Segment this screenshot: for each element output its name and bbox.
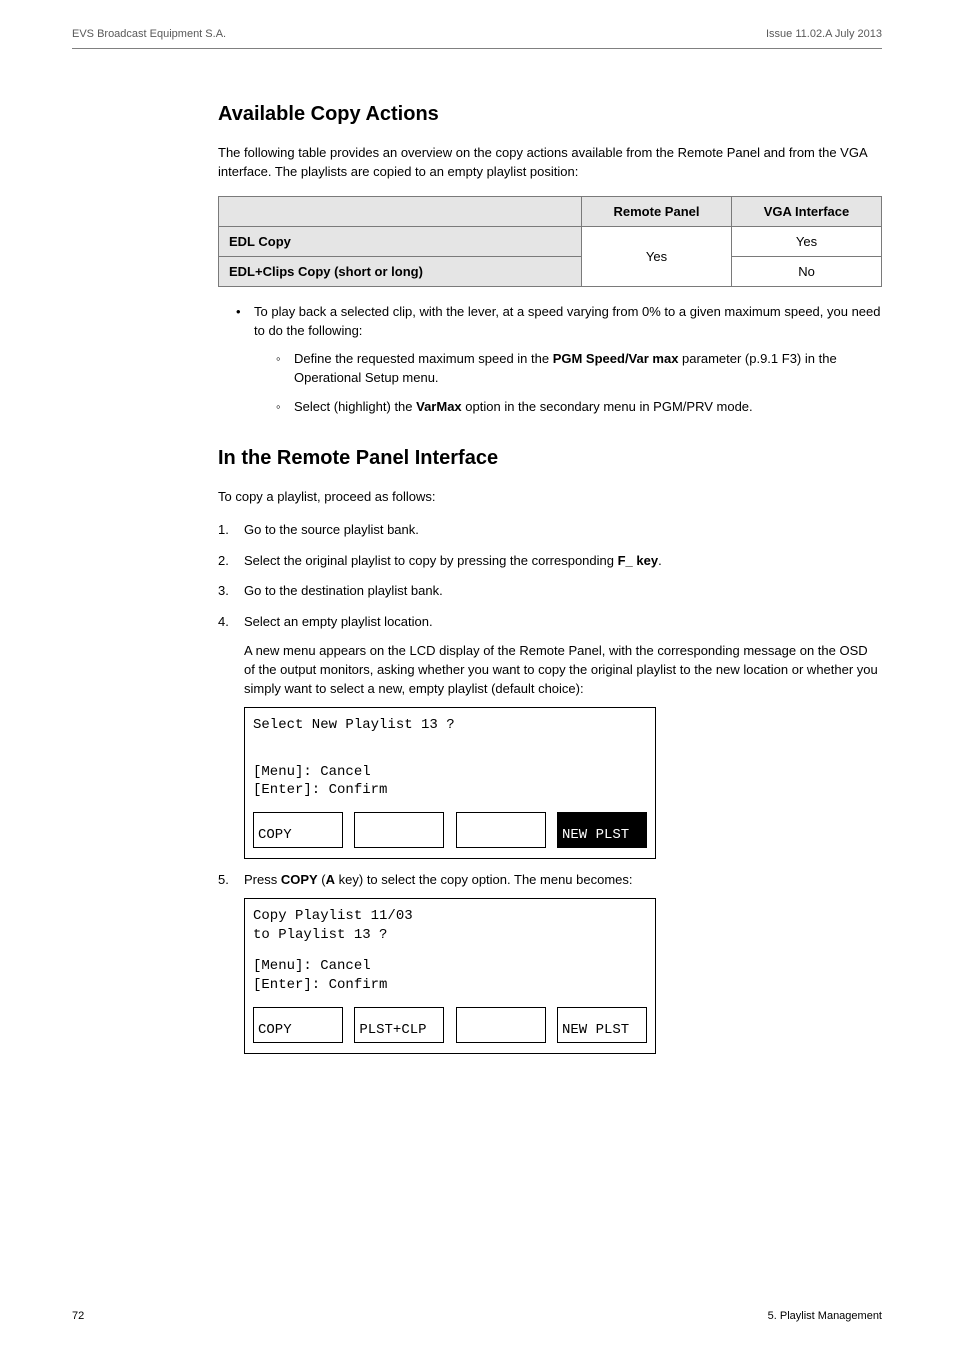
lcd-line: Select New Playlist 13 ? bbox=[253, 716, 647, 735]
lcd-softkey-row: COPY NEW PLST bbox=[253, 812, 647, 848]
softkey-d[interactable]: NEW PLST bbox=[557, 1007, 647, 1043]
lcd-softkey-row: COPY PLST+CLP NEW PLST bbox=[253, 1007, 647, 1043]
lcd-spacer bbox=[253, 735, 647, 763]
table-header-row: Remote Panel VGA Interface bbox=[219, 196, 882, 226]
softkey-d[interactable]: NEW PLST bbox=[557, 812, 647, 848]
table-cell-remote: Yes bbox=[582, 226, 732, 286]
lcd-line: [Menu]: Cancel bbox=[253, 763, 647, 782]
step-item: Select an empty playlist location. A new… bbox=[218, 613, 882, 859]
avail-bullet-list: To play back a selected clip, with the l… bbox=[218, 303, 882, 417]
table-row-label: EDL+Clips Copy (short or long) bbox=[219, 256, 582, 286]
heading-available-copy-actions: Available Copy Actions bbox=[218, 103, 882, 126]
footer-section: 5. Playlist Management bbox=[768, 1310, 882, 1322]
softkey-c[interactable] bbox=[456, 812, 546, 848]
bullet-item: To play back a selected clip, with the l… bbox=[236, 303, 882, 417]
footer-page-number: 72 bbox=[72, 1310, 84, 1322]
table-cell-vga: No bbox=[732, 256, 882, 286]
softkey-a[interactable]: COPY bbox=[253, 812, 343, 848]
table-col-remote: Remote Panel bbox=[582, 196, 732, 226]
steps-list: Go to the source playlist bank. Select t… bbox=[218, 521, 882, 1054]
sub-bullet-item: Define the requested maximum speed in th… bbox=[276, 350, 882, 388]
table-col-vga: VGA Interface bbox=[732, 196, 882, 226]
table-row-label: EDL Copy bbox=[219, 226, 582, 256]
heading-remote-panel-interface: In the Remote Panel Interface bbox=[218, 447, 882, 470]
lcd-line: [Menu]: Cancel bbox=[253, 957, 647, 976]
sub-bullet-list: Define the requested maximum speed in th… bbox=[254, 350, 882, 417]
page-footer: 72 5. Playlist Management bbox=[72, 1310, 882, 1322]
step-item: Go to the destination playlist bank. bbox=[218, 582, 882, 601]
header-left: EVS Broadcast Equipment S.A. bbox=[72, 28, 226, 40]
table-row: EDL Copy Yes Yes bbox=[219, 226, 882, 256]
step-text: Go to the destination playlist bank. bbox=[244, 583, 443, 598]
lcd-line: [Enter]: Confirm bbox=[253, 976, 647, 995]
page-header: EVS Broadcast Equipment S.A. Issue 11.02… bbox=[0, 0, 954, 48]
bullet-text: To play back a selected clip, with the l… bbox=[254, 304, 881, 338]
sub-bullet-item: Select (highlight) the VarMax option in … bbox=[276, 398, 882, 417]
lcd-line: [Enter]: Confirm bbox=[253, 781, 647, 800]
lcd-spacer bbox=[253, 945, 647, 957]
avail-intro: The following table provides an overview… bbox=[218, 144, 882, 182]
step-text: Select an empty playlist location. bbox=[244, 614, 433, 629]
step-item: Go to the source playlist bank. bbox=[218, 521, 882, 540]
step-item: Select the original playlist to copy by … bbox=[218, 552, 882, 571]
step-item: Press COPY (A key) to select the copy op… bbox=[218, 871, 882, 1053]
table-row: EDL+Clips Copy (short or long) No bbox=[219, 256, 882, 286]
lcd-line: Copy Playlist 11/03 bbox=[253, 907, 647, 926]
step4-detail: A new menu appears on the LCD display of… bbox=[244, 642, 882, 699]
copy-actions-table: Remote Panel VGA Interface EDL Copy Yes … bbox=[218, 196, 882, 287]
lcd-panel-2: Copy Playlist 11/03 to Playlist 13 ? [Me… bbox=[244, 898, 656, 1054]
softkey-b[interactable] bbox=[354, 812, 444, 848]
softkey-a[interactable]: COPY bbox=[253, 1007, 343, 1043]
remote-intro: To copy a playlist, proceed as follows: bbox=[218, 488, 882, 507]
lcd-line: to Playlist 13 ? bbox=[253, 926, 647, 945]
step-text: Go to the source playlist bank. bbox=[244, 522, 419, 537]
page-content: Available Copy Actions The following tab… bbox=[0, 49, 954, 1054]
softkey-b[interactable]: PLST+CLP bbox=[354, 1007, 444, 1043]
lcd-panel-1: Select New Playlist 13 ? [Menu]: Cancel … bbox=[244, 707, 656, 860]
table-cell-vga: Yes bbox=[732, 226, 882, 256]
header-right: Issue 11.02.A July 2013 bbox=[766, 28, 882, 40]
softkey-c[interactable] bbox=[456, 1007, 546, 1043]
table-col-blank bbox=[219, 196, 582, 226]
